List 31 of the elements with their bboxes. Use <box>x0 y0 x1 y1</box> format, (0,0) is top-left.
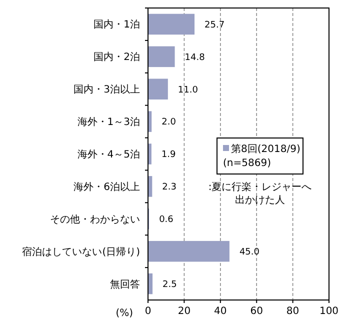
x-tick-label: 0 <box>144 306 152 317</box>
x-tick-label: 60 <box>250 306 263 317</box>
x-tick-label: 80 <box>286 306 300 317</box>
bar <box>148 240 230 262</box>
y-tick-label: 国内・2泊 <box>94 51 140 64</box>
bar <box>148 14 195 35</box>
y-tick-label: 海外・6泊以上 <box>74 180 140 193</box>
x-tick-label: 20 <box>178 306 191 317</box>
y-tick-label: 海外・4～5泊 <box>77 148 140 160</box>
data-label: 2.5 <box>162 280 177 290</box>
data-label: 25.7 <box>204 20 225 30</box>
y-tick-label: 国内・1泊 <box>94 18 140 31</box>
data-label: 2.3 <box>162 182 176 193</box>
bar <box>148 46 175 68</box>
y-tick-label: その他・わからない <box>50 213 140 226</box>
data-label: 11.0 <box>178 85 198 96</box>
y-tick-label: 宿泊はしていない(日帰り) <box>22 246 140 258</box>
x-axis-title: (%) <box>116 308 134 319</box>
bar <box>148 78 168 100</box>
data-label: 1.9 <box>161 150 176 160</box>
annotation: :夏に行楽・レジャーへ出かけた人 <box>208 181 312 206</box>
data-label: 45.0 <box>239 247 260 258</box>
y-tick-label: 国内・3泊以上 <box>74 84 140 96</box>
data-label: 0.6 <box>159 215 174 226</box>
x-tick-label: 100 <box>319 306 339 317</box>
legend-label: 第8回(2018/9) (n=5869) <box>223 143 300 169</box>
data-label: 2.0 <box>162 118 176 128</box>
x-tick-label: 40 <box>214 306 227 317</box>
y-tick-label: 無回答 <box>110 278 140 290</box>
data-label: 14.8 <box>184 52 206 63</box>
y-tick-label: 海外・1～3泊 <box>77 116 140 128</box>
